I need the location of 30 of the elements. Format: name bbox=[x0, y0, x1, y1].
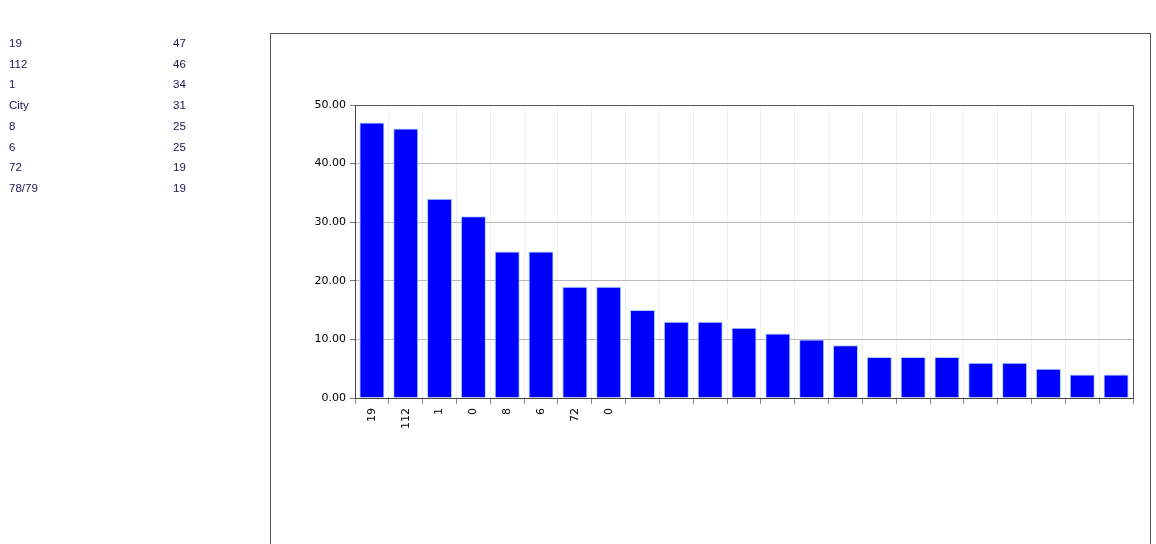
text: 6 bbox=[9, 139, 16, 154]
y-tick-label: 20.00 bbox=[314, 273, 346, 287]
text: 34 bbox=[173, 77, 186, 92]
text: 46 bbox=[173, 56, 186, 71]
y-tick-label: 10.00 bbox=[314, 332, 346, 346]
x-tick-label: 72 bbox=[567, 408, 581, 422]
y-tick-label: 0.00 bbox=[321, 390, 346, 404]
text: City bbox=[9, 98, 29, 113]
y-tick-label: 40.00 bbox=[314, 156, 346, 170]
text: 19 bbox=[173, 180, 186, 195]
text: 1 bbox=[9, 77, 16, 92]
x-tick-label: 6 bbox=[533, 408, 547, 415]
x-tick-label: 112 bbox=[398, 408, 412, 429]
text: 78/79 bbox=[9, 180, 38, 195]
text: 31 bbox=[173, 98, 186, 113]
x-tick-label: 1 bbox=[432, 408, 446, 415]
x-tick-label: 0 bbox=[601, 408, 615, 415]
text: 25 bbox=[173, 139, 186, 154]
text: 19 bbox=[9, 36, 22, 50]
text: 112 bbox=[9, 56, 28, 71]
text: 8 bbox=[9, 118, 16, 133]
text: 25 bbox=[173, 118, 186, 133]
text: 72 bbox=[9, 160, 22, 175]
x-tick-label: 19 bbox=[364, 408, 378, 422]
y-tick-label: 30.00 bbox=[314, 215, 346, 229]
y-tick-label: 50.00 bbox=[314, 97, 346, 111]
text: 47 bbox=[173, 36, 186, 50]
text: 19 bbox=[173, 160, 186, 175]
x-tick-label: 0 bbox=[466, 408, 480, 415]
x-tick-label: 8 bbox=[500, 408, 514, 415]
